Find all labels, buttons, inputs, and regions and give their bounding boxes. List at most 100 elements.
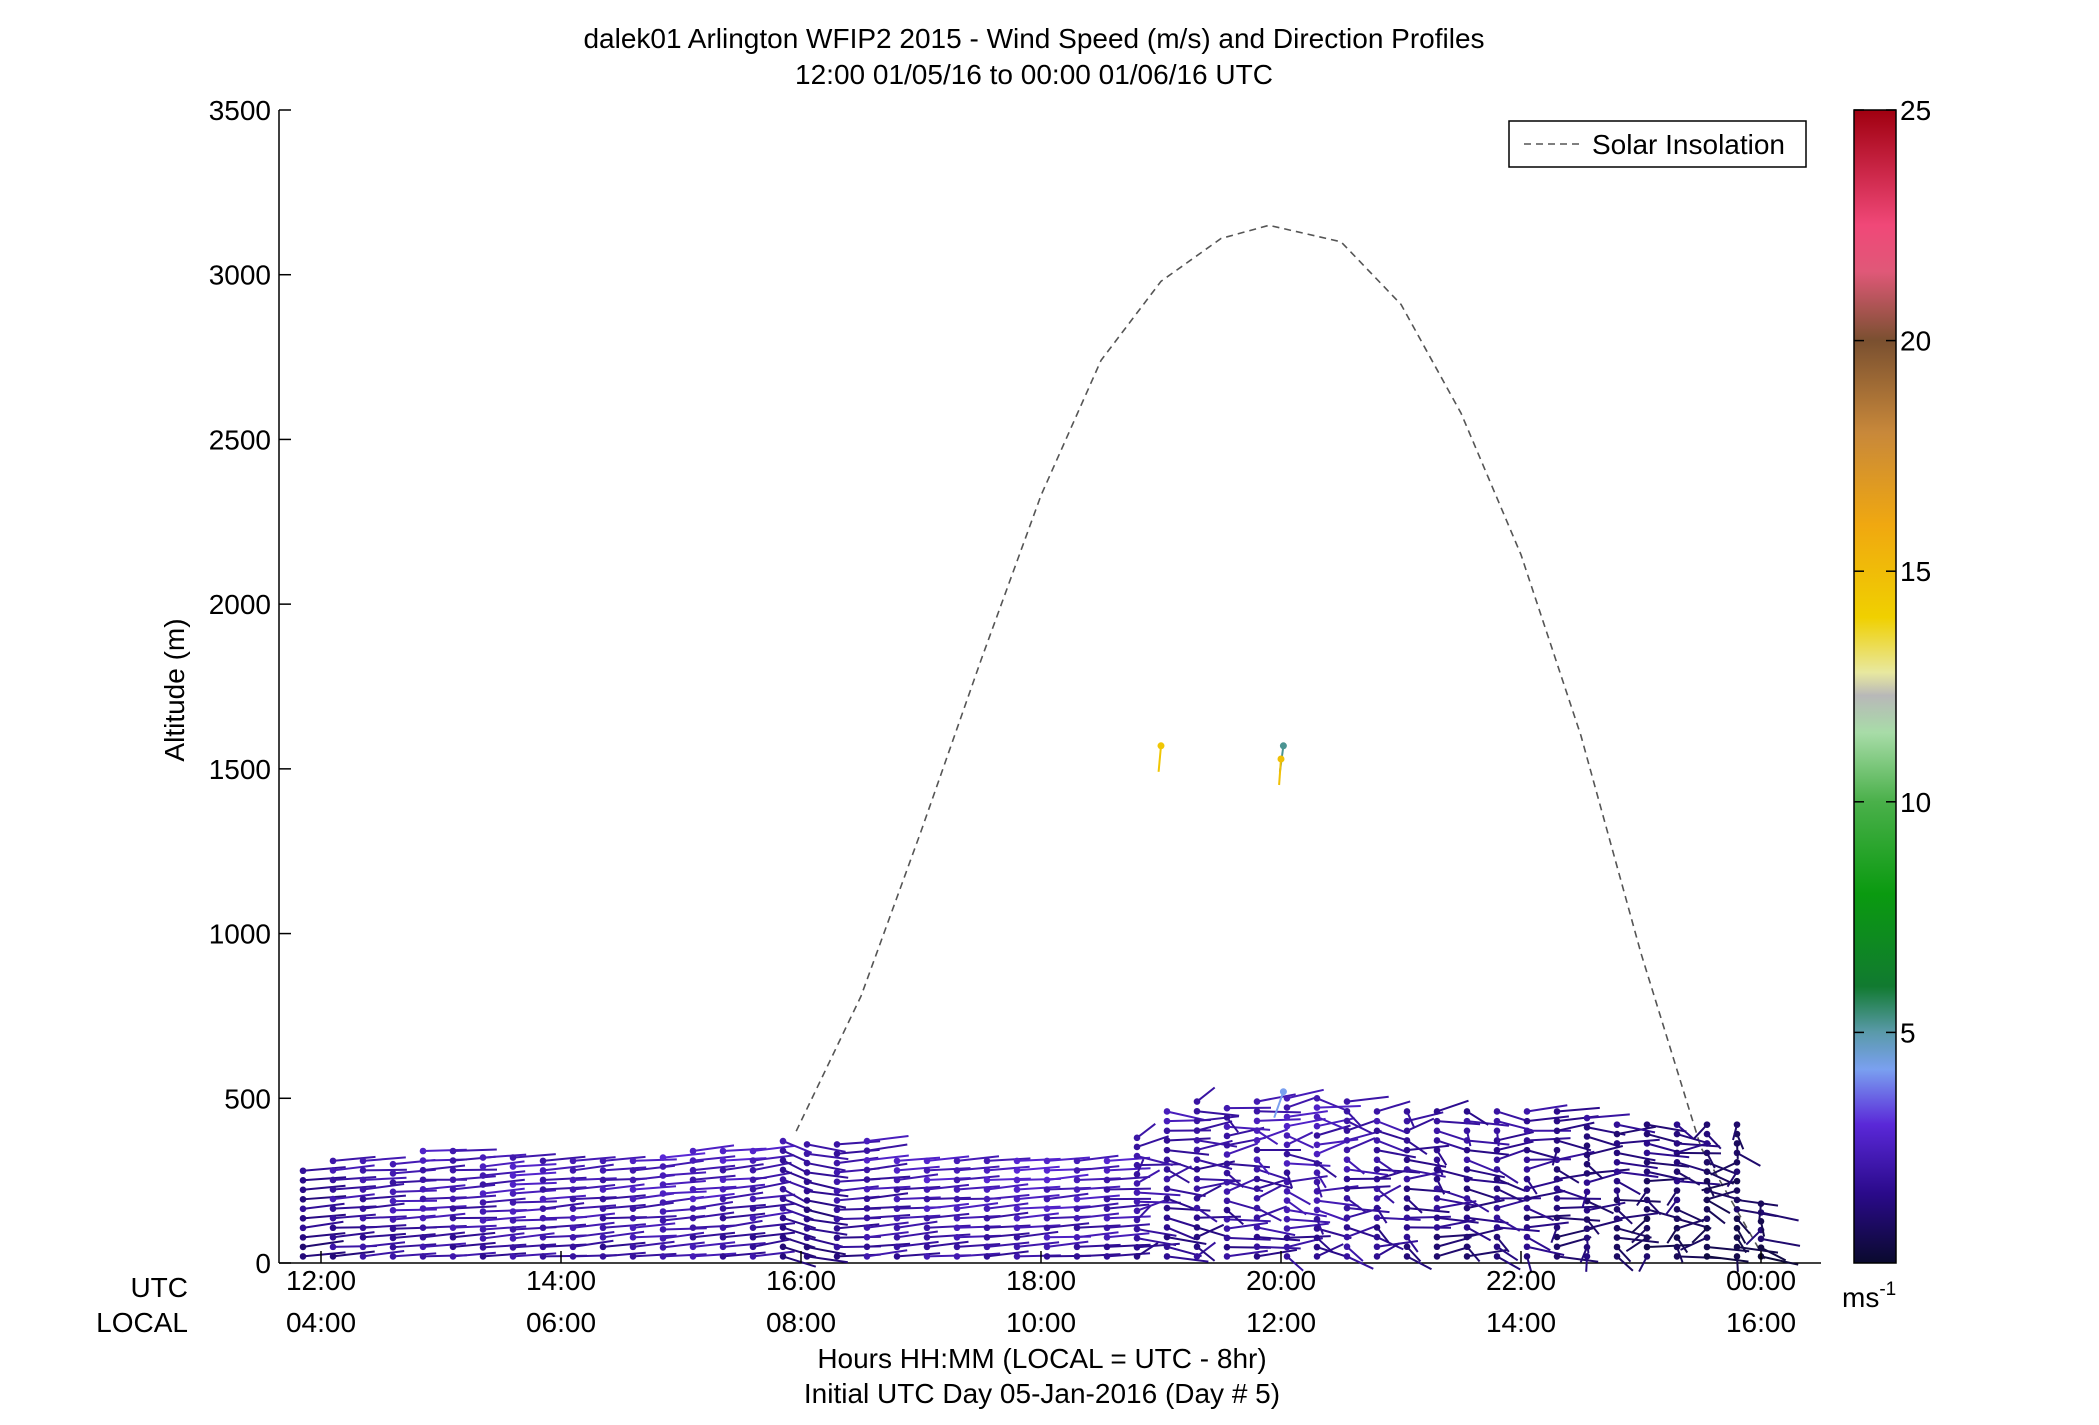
wind-barb-dot <box>539 1205 547 1212</box>
wind-barb-dot <box>1523 1127 1531 1135</box>
wind-barb-dot <box>1133 1189 1141 1196</box>
wind-barb-dot <box>1193 1233 1201 1241</box>
wind-barb <box>896 1252 941 1258</box>
wind-barb-dot <box>1163 1146 1171 1154</box>
wind-barb-dot <box>449 1233 457 1241</box>
wind-barb-dot <box>1313 1197 1321 1204</box>
wind-barb-dot <box>299 1167 307 1175</box>
wind-barb-dot <box>983 1167 991 1174</box>
wind-barb-dot <box>1373 1195 1381 1202</box>
wind-barb-dot <box>1253 1166 1261 1173</box>
wind-barb-dot <box>1163 1224 1171 1231</box>
wind-barb-dot <box>983 1176 991 1184</box>
wind-barb <box>956 1252 1001 1258</box>
wind-barb-dot <box>983 1243 991 1251</box>
wind-barb-dot <box>1013 1195 1021 1203</box>
wind-barb-dot <box>1283 1188 1291 1195</box>
wind-barb <box>692 1155 736 1162</box>
wind-barb-dot <box>1553 1166 1561 1173</box>
wind-barb-dot <box>689 1157 697 1164</box>
wind-barb <box>866 1242 911 1248</box>
solar-insolation-curve <box>795 224 1768 1264</box>
wind-barb <box>1646 1151 1690 1159</box>
x-axis-label: Hours HH:MM (LOCAL = UTC - 8hr) <box>817 1343 1266 1374</box>
wind-barb <box>1376 1236 1404 1251</box>
wind-barb <box>806 1218 848 1226</box>
wind-barb-dot <box>689 1166 697 1174</box>
wind-barb <box>1556 1255 1599 1263</box>
x-tick-label-local: 10:00 <box>1006 1307 1076 1338</box>
wind-barb <box>1616 1138 1660 1145</box>
wind-barb <box>1760 1246 1787 1262</box>
wind-barb-dot <box>1343 1175 1351 1183</box>
wind-barb-dot <box>1733 1177 1741 1185</box>
wind-barb <box>572 1177 617 1181</box>
utc-row-label: UTC <box>130 1272 188 1303</box>
wind-barb-dot <box>299 1176 307 1184</box>
wind-barb-dot <box>1463 1204 1471 1212</box>
wind-barb-dot <box>1703 1168 1711 1176</box>
wind-barb-dot <box>1103 1243 1111 1251</box>
wind-barb <box>422 1225 467 1229</box>
wind-barb <box>662 1231 705 1240</box>
wind-barb-dot <box>1463 1214 1471 1222</box>
wind-barb <box>482 1215 526 1222</box>
wind-barb-dot <box>689 1186 697 1193</box>
wind-barb-dot <box>893 1157 901 1165</box>
wind-barb <box>1466 1120 1510 1127</box>
wind-barb-dot <box>1613 1168 1621 1176</box>
wind-barb-dot <box>1013 1186 1021 1193</box>
wind-barb-dot <box>1313 1215 1321 1223</box>
wind-barb-dot <box>1133 1216 1141 1224</box>
wind-barb-dot <box>923 1176 931 1184</box>
wind-barb-dot <box>1103 1205 1111 1212</box>
wind-barb-dot <box>1193 1146 1201 1154</box>
wind-barb <box>1286 1235 1331 1239</box>
wind-barb <box>1316 1124 1351 1137</box>
wind-barb <box>1526 1137 1571 1142</box>
wind-barb-dot <box>1313 1150 1321 1158</box>
plot-axes <box>278 110 1821 1264</box>
wind-barb <box>332 1155 376 1162</box>
wind-barb <box>926 1212 970 1220</box>
wind-barb <box>512 1189 557 1195</box>
wind-barb-dot <box>719 1205 727 1212</box>
wind-barb-dot <box>1163 1117 1171 1125</box>
wind-barb <box>1706 1255 1749 1263</box>
x-tick-label-utc: 12:00 <box>286 1265 356 1296</box>
wind-barb-dot <box>1133 1234 1141 1242</box>
wind-barb <box>602 1203 646 1210</box>
wind-barb <box>662 1253 707 1258</box>
wind-barb-dot <box>539 1195 547 1203</box>
wind-barb-dot <box>509 1163 517 1170</box>
wind-barb-dot <box>1133 1134 1141 1142</box>
wind-barb-dot <box>1193 1107 1201 1115</box>
wind-barb <box>1676 1180 1720 1186</box>
wind-barb <box>1196 1158 1233 1170</box>
wind-barb-dot <box>659 1208 667 1215</box>
wind-barb-dot <box>419 1166 427 1174</box>
wind-barb-dot <box>1313 1253 1321 1260</box>
wind-barb <box>692 1231 736 1239</box>
wind-barb <box>752 1171 793 1181</box>
wind-barb <box>512 1171 557 1177</box>
wind-barb-dot <box>1403 1243 1411 1251</box>
wind-barb <box>572 1163 614 1172</box>
wind-barb-dot <box>659 1217 667 1224</box>
wind-barb-dot <box>449 1195 457 1203</box>
wind-barb-dot <box>1073 1224 1081 1232</box>
wind-barb <box>896 1185 941 1191</box>
wind-barb-dot <box>329 1214 337 1222</box>
wind-barb-dot <box>689 1176 697 1184</box>
wind-barb <box>1674 1217 1708 1231</box>
wind-barb-dot <box>539 1224 547 1232</box>
wind-barb <box>1346 1120 1373 1135</box>
wind-barb-dot <box>1223 1206 1231 1214</box>
wind-barb <box>692 1185 737 1191</box>
wind-barb-dot <box>1043 1253 1051 1260</box>
wind-barb <box>1466 1149 1510 1156</box>
wind-barb-dot <box>1253 1243 1261 1251</box>
wind-barb-dot <box>1313 1132 1321 1139</box>
wind-barb-dot <box>863 1205 871 1212</box>
wind-barb-dot <box>1343 1166 1351 1173</box>
